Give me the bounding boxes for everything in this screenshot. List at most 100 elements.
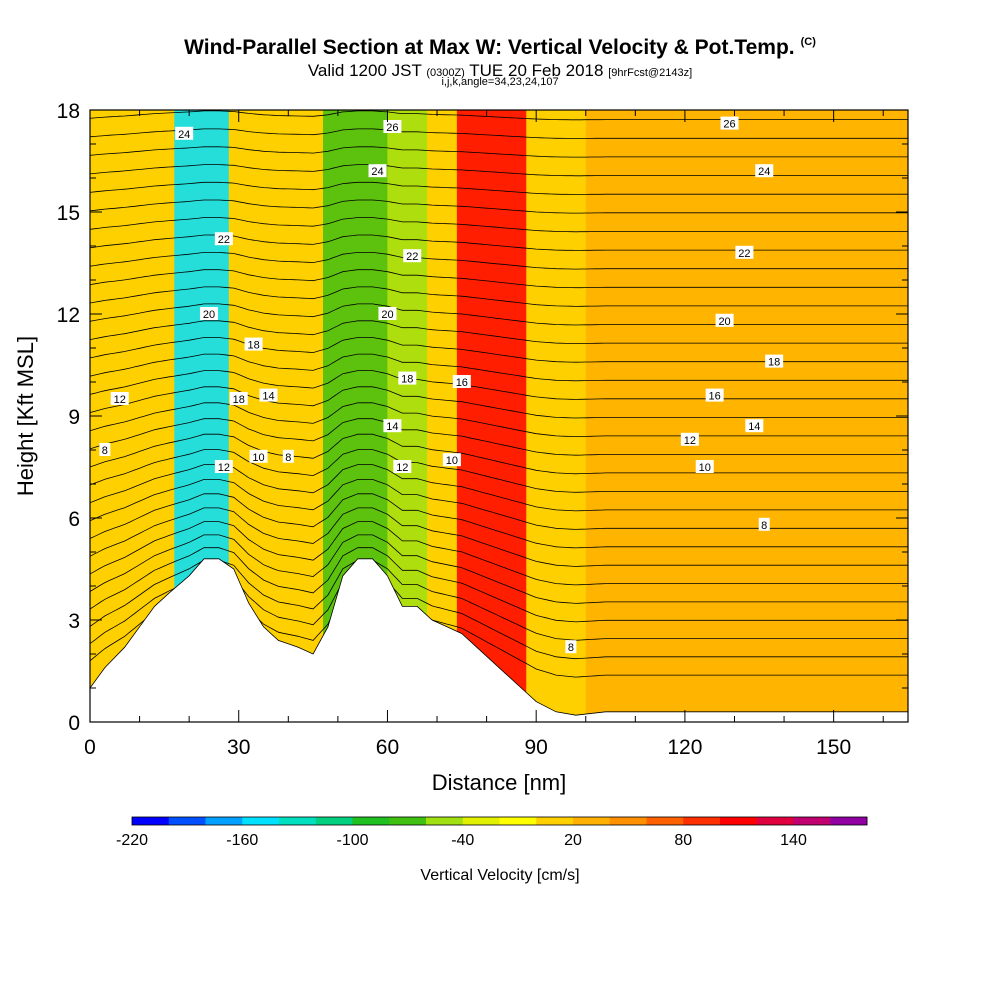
colorbar-swatch-14 — [646, 817, 684, 825]
theta-label-bg — [393, 460, 412, 473]
colorbar-swatch-0 — [132, 817, 170, 825]
theta-contour-18 — [90, 320, 908, 345]
colorbar-swatch-9 — [462, 817, 500, 825]
velocity-band-4 — [585, 110, 908, 722]
theta-label-bg — [715, 313, 734, 327]
theta-contour-28 — [90, 146, 908, 158]
theta-label-bg — [99, 443, 111, 456]
theta-label-text: 26 — [723, 119, 735, 131]
theta-label-bg — [249, 449, 268, 463]
theta-label-bg — [680, 432, 699, 446]
colorbar-swatch-5 — [315, 817, 353, 825]
theta-label-text: 12 — [218, 462, 230, 474]
theta-label-6: 10 — [249, 449, 268, 464]
theta-label-7: 8 — [282, 449, 294, 464]
x-tick-label: 150 — [816, 736, 851, 759]
theta-label-5: 14 — [259, 388, 278, 403]
colorbar-swatch-10 — [499, 817, 537, 825]
theta-contour-11 — [90, 433, 908, 475]
colorbar-swatch-12 — [573, 817, 611, 825]
theta-contour-19 — [90, 303, 908, 326]
theta-label-text: 22 — [218, 234, 230, 246]
chart-subtitle: Valid 1200 JST (0300Z) TUE 20 Feb 2018 [… — [0, 61, 1000, 81]
theta-label-25: 16 — [705, 388, 724, 403]
theta-contour-20 — [90, 286, 908, 307]
theta-label-bg — [735, 245, 754, 259]
x-axis-title: Distance [nm] — [432, 770, 567, 795]
x-tick-label: 90 — [525, 736, 548, 759]
theta-label-20: 26 — [720, 116, 739, 131]
theta-label-26: 14 — [745, 419, 764, 433]
theta-label-bg — [383, 120, 402, 133]
theta-label-text: 24 — [758, 166, 770, 178]
theta-label-text: 10 — [252, 452, 264, 464]
theta-label-text: 18 — [247, 340, 259, 352]
colorbar-swatch-13 — [609, 817, 647, 825]
theta-contour-4 — [90, 534, 908, 604]
theta-label-text: 18 — [233, 394, 245, 406]
y-tick-label: 9 — [68, 406, 80, 429]
x-tick-label: 30 — [227, 736, 250, 759]
theta-label-10: 8 — [99, 443, 111, 457]
theta-label-text: 16 — [709, 391, 721, 403]
theta-label-bg — [705, 388, 724, 402]
theta-contour-21 — [90, 269, 908, 289]
theta-label-19: 10 — [442, 453, 461, 467]
theta-label-text: 24 — [178, 129, 190, 141]
colorbar-tick-label: 80 — [674, 832, 692, 849]
colorbar-swatch-17 — [756, 817, 794, 825]
velocity-band-3 — [456, 110, 527, 722]
colorbar-swatch-11 — [536, 817, 574, 825]
theta-label-bg — [229, 392, 248, 405]
theta-label-text: 14 — [748, 421, 760, 433]
colorbar-tick-label: 140 — [780, 832, 807, 849]
theta-label-bg — [565, 640, 577, 654]
colorbar-swatch-2 — [205, 817, 243, 825]
theta-label-29: 8 — [758, 517, 770, 532]
theta-label-text: 22 — [406, 251, 418, 263]
colorbar-tick-label: -160 — [226, 832, 258, 849]
theta-label-4: 18 — [229, 392, 248, 406]
theta-label-bg — [720, 116, 739, 130]
colorbar-swatch-18 — [793, 817, 831, 825]
theta-contour-3 — [90, 547, 908, 623]
theta-label-text: 22 — [738, 248, 750, 260]
theta-label-text: 8 — [102, 445, 108, 457]
theta-contour-25 — [90, 199, 908, 214]
theta-label-13: 22 — [403, 249, 422, 263]
theta-label-text: 8 — [761, 520, 767, 532]
theta-label-bg — [755, 164, 774, 178]
theta-label-bg — [452, 375, 471, 388]
theta-label-bg — [695, 460, 714, 473]
axes: 0 30 60 90 120 150 0 3 6 9 12 15 18 — [57, 100, 908, 759]
subtitle-date: TUE 20 Feb 2018 — [469, 61, 604, 80]
theta-label-bg — [259, 388, 278, 402]
theta-label-text: 14 — [262, 391, 274, 403]
theta-label-12: 24 — [368, 164, 387, 178]
colorbar-swatch-7 — [389, 817, 427, 825]
theta-contour-30 — [90, 110, 908, 121]
theta-label-text: 18 — [768, 357, 780, 369]
x-tick-label: 60 — [376, 736, 399, 759]
chart-title: Wind-Parallel Section at Max W: Vertical… — [0, 36, 1000, 60]
theta-contour-8 — [90, 479, 908, 530]
theta-label-17: 12 — [393, 460, 412, 474]
theta-label-24: 18 — [765, 354, 784, 369]
theta-label-text: 14 — [386, 421, 398, 433]
theta-label-bg — [442, 453, 461, 467]
colorbar-swatch-6 — [352, 817, 390, 825]
theta-label-text: 10 — [699, 462, 711, 474]
theta-label-bg — [383, 419, 402, 433]
theta-label-bg — [758, 517, 770, 531]
theta-contour-15 — [90, 370, 908, 400]
theta-label-bg — [110, 392, 129, 405]
y-tick-label: 12 — [57, 304, 80, 327]
theta-label-text: 8 — [568, 642, 574, 654]
theta-label-bg — [214, 460, 233, 473]
theta-contour-24 — [90, 217, 908, 233]
theta-label-bg — [244, 337, 263, 351]
theta-label-18: 16 — [452, 375, 471, 389]
theta-label-30: 8 — [565, 640, 577, 654]
y-tick-label: 6 — [68, 508, 80, 531]
